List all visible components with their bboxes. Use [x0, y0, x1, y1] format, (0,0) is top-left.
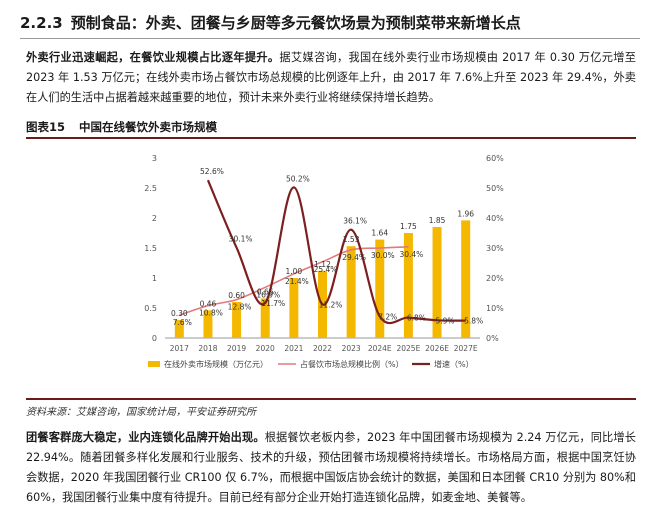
bar — [289, 278, 299, 338]
growth-value-label: 11.2% — [319, 300, 343, 309]
legend-label: 占餐饮市场总规模比例（%） — [300, 359, 404, 369]
paragraph-takeaway-body: 据艾媒咨询，我国在线外卖行业市场规模由 2017 年 0.30 万亿元增至 20… — [26, 51, 636, 104]
y-right-tick-label: 50% — [486, 184, 504, 193]
bar — [403, 233, 413, 338]
bar-value-label: 0.30 — [171, 309, 188, 318]
bar — [375, 239, 385, 338]
share-value-label: 30.0% — [371, 251, 395, 260]
takeaway-market-chart: 00.511.522.530%10%20%30%40%50%60%2017 201… — [144, 154, 504, 369]
x-tick-label: 2020 — [256, 344, 275, 353]
paragraph-takeaway: 外卖行业迅速崛起，在餐饮业规模占比逐年提升。据艾媒咨询，我国在线外卖行业市场规模… — [26, 48, 636, 108]
growth-value-label: 36.1% — [343, 217, 367, 226]
growth-value-label: 50.2% — [286, 174, 310, 183]
growth-value-label: 6.8% — [407, 314, 426, 323]
y-right-tick-label: 10% — [486, 304, 504, 313]
x-tick-label: 2023 — [342, 344, 361, 353]
y-right-tick-label: 60% — [486, 154, 504, 163]
bar-value-label: 1.12 — [314, 260, 331, 269]
legend-label: 增速（%） — [434, 359, 474, 369]
figure-title: 中国在线餐饮外卖市场规模 — [79, 120, 218, 134]
x-tick-label: 2027E — [454, 344, 478, 353]
bar-value-label: 1.53 — [343, 235, 360, 244]
bar — [203, 310, 213, 338]
growth-value-label: 52.6% — [200, 167, 224, 176]
bar — [260, 298, 270, 338]
x-tick-label: 2025E — [396, 344, 420, 353]
y-left-tick-label: 0.5 — [144, 304, 157, 313]
bar — [346, 246, 356, 338]
figure-caption: 图表15 中国在线餐饮外卖市场规模 — [26, 119, 217, 135]
bar-value-label: 0.66 — [257, 287, 274, 296]
y-right-tick-label: 30% — [486, 244, 504, 253]
growth-value-label: 11.7% — [261, 299, 285, 308]
growth-value-label: 7.2% — [378, 312, 397, 321]
bar-value-label: 1.64 — [371, 229, 388, 238]
share-value-label: 10.8% — [199, 309, 223, 318]
y-right-tick-label: 40% — [486, 214, 504, 223]
bar — [174, 320, 184, 338]
legend-label: 在线外卖市场规模（万亿元） — [164, 359, 268, 369]
x-tick-label: 2022 — [313, 344, 332, 353]
share-value-label: 21.4% — [285, 277, 309, 286]
y-left-tick-label: 2 — [152, 214, 157, 223]
paragraph-group-meal-lead: 团餐客群庞大稳定，业内连锁化品牌开始出现。 — [26, 431, 265, 444]
y-left-tick-label: 3 — [152, 154, 157, 163]
section-divider — [20, 38, 640, 39]
growth-value-label: 5.8% — [464, 317, 483, 326]
x-tick-label: 2017 — [170, 344, 189, 353]
bar-value-label: 0.60 — [228, 291, 245, 300]
y-right-tick-label: 20% — [486, 274, 504, 283]
growth-value-label: 30.1% — [229, 235, 253, 244]
y-left-tick-label: 1.5 — [144, 244, 157, 253]
figure-label: 图表15 — [26, 120, 66, 134]
share-line — [179, 246, 409, 316]
bar — [232, 302, 242, 338]
growth-line — [206, 179, 466, 325]
legend-swatch-bar — [148, 361, 160, 367]
share-value-label: 29.4% — [342, 253, 366, 262]
section-number: 2.2.3 — [20, 14, 63, 32]
share-value-label: 25.4% — [314, 265, 338, 274]
share-value-label: 7.6% — [173, 318, 192, 327]
y-left-tick-label: 1 — [152, 274, 157, 283]
figure-source: 资料来源：艾媒咨询，国家统计局，平安证券研究所 — [26, 407, 256, 418]
paragraph-group-meal-body: 根据餐饮老板内参，2023 年中国团餐市场规模为 2.24 万亿元，同比增长 2… — [26, 431, 636, 504]
figure-top-rule — [26, 137, 636, 139]
x-tick-label: 2018 — [198, 344, 217, 353]
paragraph-takeaway-lead: 外卖行业迅速崛起，在餐饮业规模占比逐年提升。 — [26, 51, 280, 64]
bar-value-label: 1.96 — [457, 209, 474, 218]
figure-bottom-rule — [26, 398, 636, 400]
bar-value-label: 0.46 — [200, 299, 217, 308]
bar-value-label: 1.00 — [286, 267, 303, 276]
x-tick-label: 2021 — [284, 344, 303, 353]
bar — [432, 227, 442, 338]
share-value-label: 30.4% — [399, 250, 423, 259]
section-heading: 2.2.3 预制食品：外卖、团餐与乡厨等多元餐饮场景为预制菜带来新增长点 — [20, 10, 640, 36]
share-value-label: 12.8% — [228, 303, 252, 312]
share-value-label: 16.9% — [256, 290, 280, 299]
bar — [461, 220, 471, 338]
section-title: 预制食品：外卖、团餐与乡厨等多元餐饮场景为预制菜带来新增长点 — [70, 14, 521, 32]
bar-value-label: 1.75 — [400, 222, 417, 231]
x-tick-label: 2019 — [227, 344, 246, 353]
bar-value-label: 1.85 — [429, 216, 446, 225]
x-tick-label: 2024E — [368, 344, 392, 353]
y-left-tick-label: 2.5 — [144, 184, 157, 193]
y-right-tick-label: 0% — [486, 334, 499, 343]
paragraph-group-meal: 团餐客群庞大稳定，业内连锁化品牌开始出现。根据餐饮老板内参，2023 年中国团餐… — [26, 428, 636, 508]
x-tick-label: 2026E — [425, 344, 449, 353]
y-left-tick-label: 0 — [152, 334, 157, 343]
growth-value-label: 5.9% — [436, 316, 455, 325]
